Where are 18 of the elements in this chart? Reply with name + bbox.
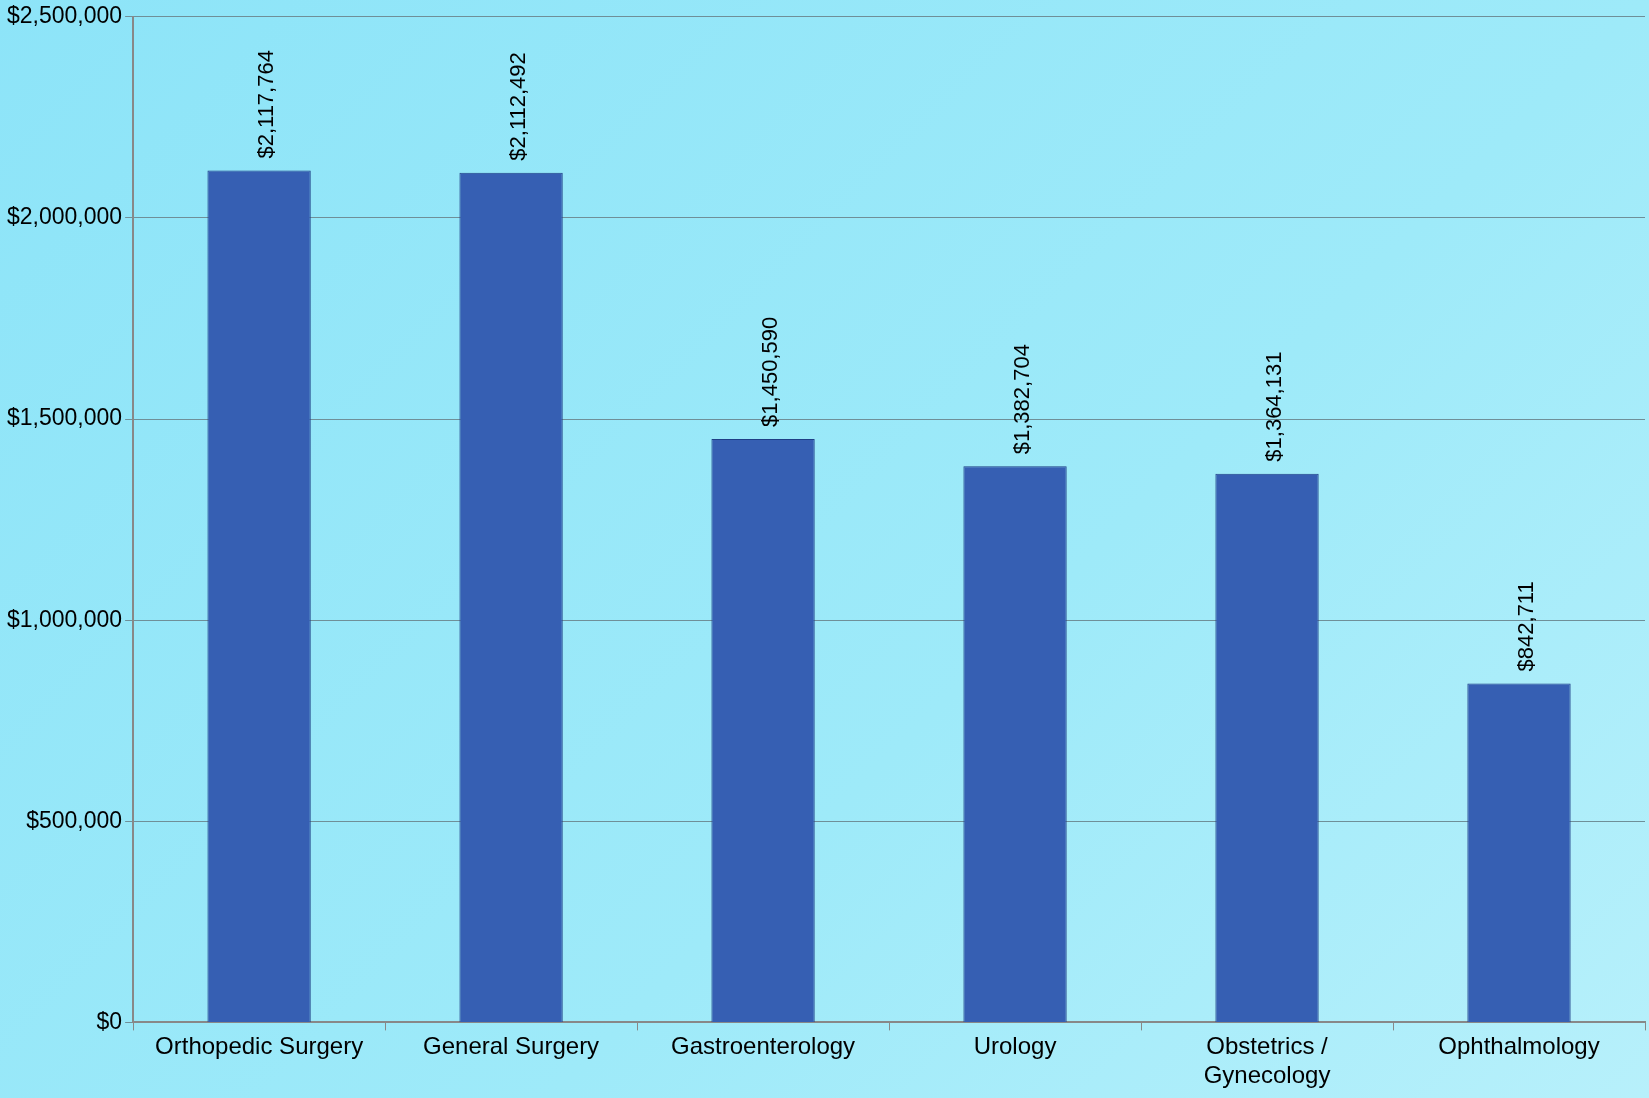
- data-label: $1,450,590: [757, 316, 783, 427]
- x-tick-label: Ophthalmology: [1438, 1032, 1600, 1060]
- y-tick-label: $2,500,000: [6, 2, 123, 29]
- x-tick-label: Urology: [973, 1032, 1057, 1060]
- x-tick-label: General Surgery: [423, 1032, 600, 1060]
- y-tick-label: $2,000,000: [6, 203, 123, 230]
- data-label: $842,711: [1513, 581, 1539, 672]
- x-tick-label: Gastroenterology: [671, 1032, 856, 1060]
- x-tick-label: Obstetrics / Gynecology: [1203, 1032, 1331, 1089]
- y-tick-label: $1,500,000: [6, 404, 123, 431]
- data-label: $1,364,131: [1261, 351, 1287, 462]
- y-tick-label: $0: [96, 1007, 123, 1034]
- data-label: $2,112,492: [505, 52, 531, 161]
- x-tick-label: Orthopedic Surgery: [155, 1032, 364, 1060]
- y-tick-label: $1,000,000: [6, 605, 123, 632]
- y-tick-label: $500,000: [26, 806, 123, 833]
- data-label: $2,117,764: [253, 50, 279, 159]
- data-label: $1,382,704: [1009, 344, 1035, 455]
